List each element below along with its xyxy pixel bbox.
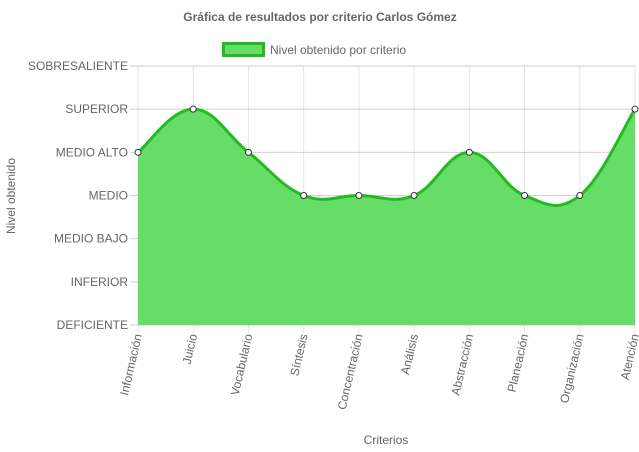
data-point[interactable]: [631, 105, 639, 113]
y-tick-label: SOBRESALIENTE: [28, 59, 128, 73]
y-tick-label: MEDIO BAJO: [54, 232, 128, 246]
data-point[interactable]: [355, 192, 363, 199]
x-tick-label: Planeación: [504, 333, 531, 394]
x-axis-title: Criterios: [364, 433, 409, 447]
chart-title: Gráfica de resultados por criterio Carlo…: [183, 10, 456, 24]
data-point[interactable]: [465, 148, 473, 156]
y-axis-ticks: DEFICIENTE INFERIOR MEDIO BAJO MEDIO MEDIO A…: [28, 59, 128, 332]
data-point[interactable]: [410, 192, 418, 199]
series-area-fill: [138, 109, 635, 326]
y-tick-label: MEDIO ALTO: [56, 145, 128, 159]
series-line: [137, 107, 637, 207]
x-tick-label: Concentración: [335, 333, 366, 412]
y-tick-label: DEFICIENTE: [57, 318, 128, 332]
x-tick-label: Análisis: [398, 333, 421, 376]
data-point[interactable]: [244, 148, 252, 156]
x-tick-label: Información: [117, 333, 145, 397]
y-tick-label: INFERIOR: [71, 275, 129, 289]
data-point[interactable]: [134, 148, 142, 156]
area-layer: [137, 107, 637, 326]
legend-label: Nivel obtenido por criterio: [270, 43, 406, 57]
x-axis-ticks: Información Juicio Vocabulario Síntesis Conc…: [117, 332, 639, 411]
legend-swatch: [222, 42, 265, 57]
x-tick-label: Abstracción: [449, 333, 477, 397]
x-tick-label: Juicio: [180, 332, 201, 365]
data-point[interactable]: [189, 105, 197, 113]
data-point[interactable]: [576, 192, 584, 199]
legend[interactable]: Nivel obtenido por criterio: [222, 42, 407, 57]
y-tick-label: MEDIO: [89, 189, 128, 203]
x-tick-label: Organización: [557, 333, 587, 405]
y-axis-title: Nivel obtenido: [4, 158, 18, 234]
x-tick-label: Síntesis: [287, 333, 310, 378]
data-point[interactable]: [300, 192, 308, 199]
data-point[interactable]: [521, 192, 529, 199]
x-tick-label: Vocabulario: [228, 332, 256, 397]
points-layer: [134, 105, 639, 199]
y-tick-label: SUPERIOR: [65, 102, 128, 116]
x-tick-label: Atención: [618, 333, 639, 382]
